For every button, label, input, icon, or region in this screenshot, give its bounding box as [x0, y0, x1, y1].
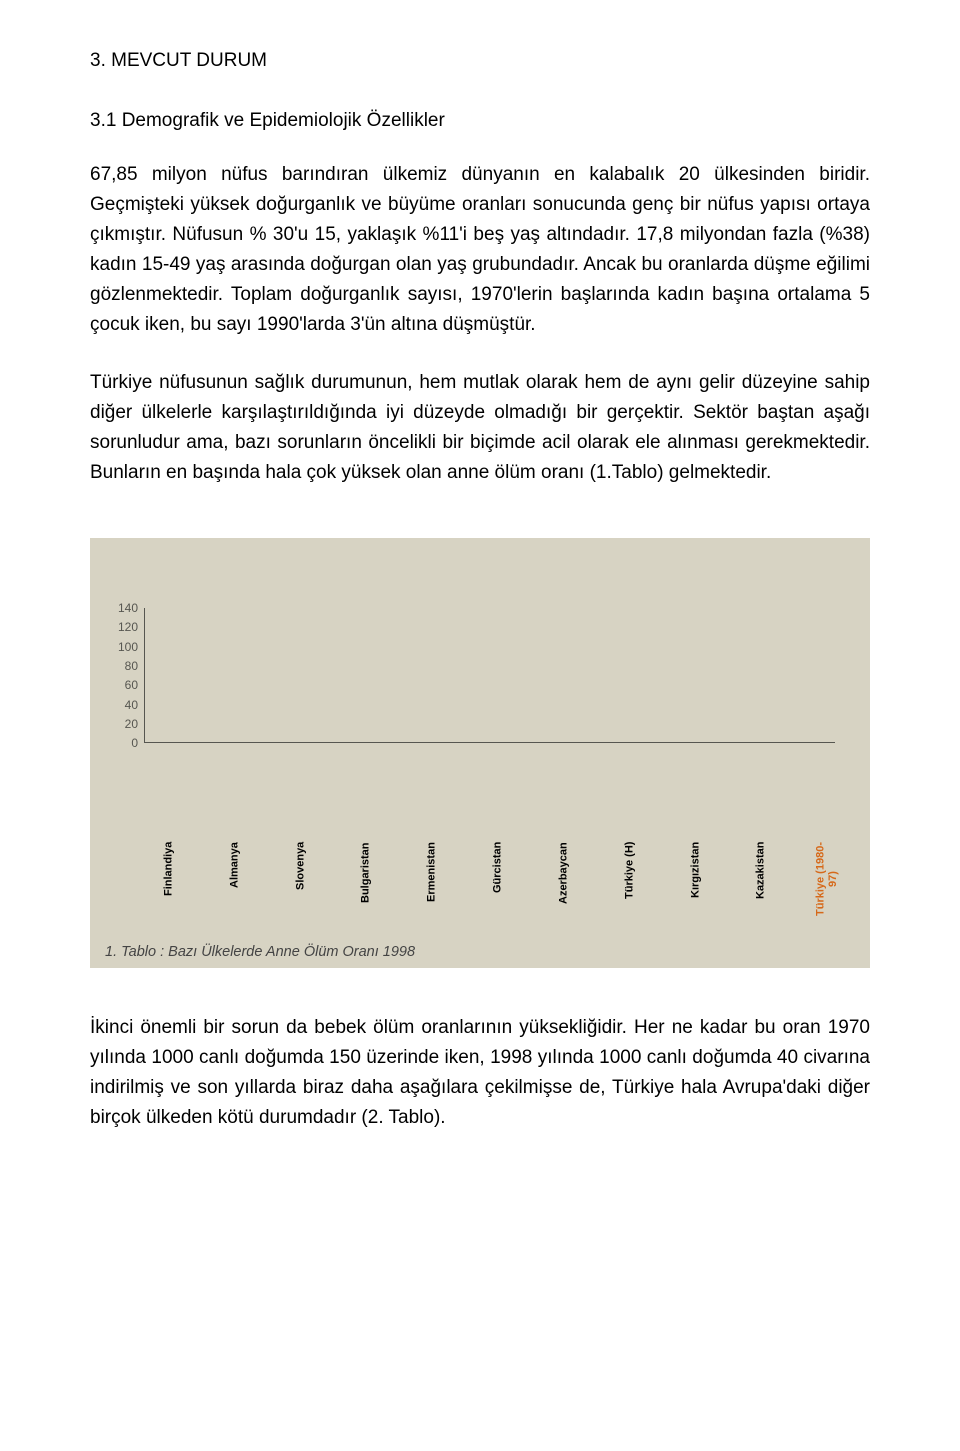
subsection-heading: 3.1 Demografik ve Epidemiolojik Özellikl… [90, 110, 870, 132]
x-axis-label: Gürcistan [465, 842, 531, 916]
body-paragraph-1: 67,85 milyon nüfus barındıran ülkemiz dü… [90, 160, 870, 340]
x-axis-label: Almanya [202, 842, 268, 916]
x-axis-label: Bulgaristan [333, 842, 399, 916]
x-axis-label: Türkiye (H) [597, 842, 663, 916]
x-axis-label: Slovenya [268, 842, 334, 916]
x-axis-label: Ermenistan [399, 842, 465, 916]
x-axis-label: Türkiye (1980-97) [794, 842, 860, 916]
maternal-mortality-chart: 140120100806040200 FinlandiyaAlmanyaSlov… [90, 538, 870, 968]
body-paragraph-2: Türkiye nüfusunun sağlık durumunun, hem … [90, 368, 870, 488]
x-axis-label: Azerbaycan [531, 842, 597, 916]
chart-x-labels: FinlandiyaAlmanyaSlovenyaBulgaristanErme… [100, 842, 860, 916]
x-axis-label: Kırgızistan [663, 842, 729, 916]
chart-bars [144, 608, 835, 743]
chart-y-axis: 140120100806040200 [118, 608, 144, 743]
x-axis-label: Kazakistan [728, 842, 794, 916]
body-paragraph-3: İkinci önemli bir sorun da bebek ölüm or… [90, 1013, 870, 1133]
chart-caption: 1. Tablo : Bazı Ülkelerde Anne Ölüm Oran… [100, 944, 860, 960]
x-axis-label: Finlandiya [136, 842, 202, 916]
section-heading: 3. MEVCUT DURUM [90, 50, 870, 72]
